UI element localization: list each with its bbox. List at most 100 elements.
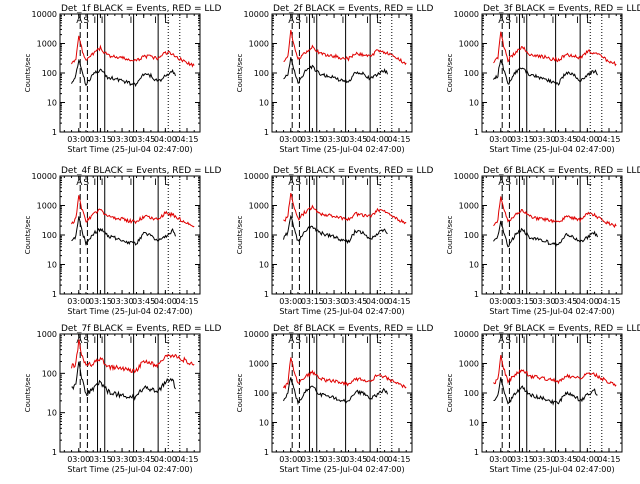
series-line-events — [71, 216, 176, 246]
y-tick-label: 1000 — [37, 330, 57, 339]
x-tick-label: 03:45 — [132, 455, 155, 464]
state-marker-label: L — [164, 16, 169, 26]
series-line-events — [283, 57, 388, 84]
state-marker-label: I — [366, 16, 369, 26]
x-axis-label: Start Time (25-Jul-04 02:47:00) — [279, 145, 404, 154]
state-marker-label: I — [576, 178, 579, 188]
state-marker-label: I — [130, 336, 133, 346]
x-tick-label: 03:45 — [344, 297, 367, 306]
y-tick-label: 1000 — [249, 40, 269, 49]
x-tick-label: 03:15 — [301, 135, 324, 144]
state-marker-label: I — [306, 336, 309, 346]
x-tick-label: 03:30 — [323, 455, 346, 464]
x-tick-label: 03:00 — [67, 297, 90, 306]
x-tick-label: 04:00 — [154, 455, 177, 464]
state-marker-label: I — [306, 178, 309, 188]
x-tick-label: 03:30 — [323, 297, 346, 306]
plot-frame — [59, 175, 201, 295]
state-marker-label: I — [130, 16, 133, 26]
plot-frame — [481, 333, 623, 453]
state-marker-label: S — [505, 336, 511, 346]
x-tick-label: 03:30 — [533, 135, 556, 144]
x-axis-label: Start Time (25-Jul-04 02:47:00) — [489, 307, 614, 316]
series-line-lld — [493, 31, 617, 67]
state-marker-label: I — [154, 178, 157, 188]
y-tick-label: 1 — [264, 448, 269, 457]
x-tick-label: 03:15 — [511, 135, 534, 144]
y-axis-label: Counts/sec — [24, 216, 32, 255]
y-tick-label: 1 — [52, 128, 57, 137]
series-line-lld — [493, 196, 617, 229]
state-marker-label: L — [164, 336, 169, 346]
x-tick-label: 03:00 — [489, 297, 512, 306]
y-tick-label: 10 — [259, 99, 269, 108]
y-tick-label: 10000 — [32, 10, 57, 19]
series-line-events — [283, 377, 388, 406]
plot-frame — [271, 175, 413, 295]
y-tick-label: 1000 — [37, 202, 57, 211]
state-marker-label: A — [498, 178, 505, 188]
state-marker-label: I — [516, 336, 519, 346]
state-marker-label: S — [83, 16, 89, 26]
x-tick-label: 03:15 — [301, 455, 324, 464]
x-tick-label: 03:30 — [111, 297, 134, 306]
series-line-lld — [283, 357, 407, 390]
x-axis-label: Start Time (25-Jul-04 02:47:00) — [279, 465, 404, 474]
plot-frame — [271, 13, 413, 133]
state-marker-label: I — [576, 16, 579, 26]
panel-title: Det_6f BLACK = Events, RED = LLD — [483, 166, 640, 176]
panel-title: Det_1f BLACK = Events, RED = LLD — [61, 4, 221, 14]
state-marker-label: L — [586, 336, 591, 346]
panel-title: Det_3f BLACK = Events, RED = LLD — [483, 4, 640, 14]
x-tick-label: 04:15 — [175, 297, 198, 306]
y-tick-label: 100 — [42, 369, 57, 378]
state-marker-label: L — [376, 336, 381, 346]
state-marker-label: I — [154, 336, 157, 346]
y-tick-label: 10 — [259, 261, 269, 270]
state-marker-label: I — [552, 336, 555, 346]
y-tick-label: 100 — [254, 231, 269, 240]
y-tick-label: 1000 — [459, 360, 479, 369]
x-tick-label: 03:30 — [533, 455, 556, 464]
series-line-lld — [283, 29, 407, 66]
state-marker-label: I — [552, 16, 555, 26]
state-marker-label: I — [94, 16, 97, 26]
state-marker-label: I — [342, 178, 345, 188]
x-tick-label: 03:00 — [279, 455, 302, 464]
x-tick-label: 03:15 — [511, 455, 534, 464]
y-axis-label: Counts/sec — [24, 374, 32, 413]
state-marker-label: I — [523, 178, 526, 188]
state-marker-label: I — [313, 336, 316, 346]
x-tick-label: 03:15 — [511, 297, 534, 306]
state-marker-label: I — [101, 178, 104, 188]
x-tick-label: 04:00 — [154, 135, 177, 144]
panel-title: Det_7f BLACK = Events, RED = LLD — [61, 324, 221, 334]
panel-title: Det_9f BLACK = Events, RED = LLD — [483, 324, 640, 334]
y-tick-label: 100 — [464, 69, 479, 78]
state-marker-label: A — [288, 16, 295, 26]
y-axis-label: Counts/sec — [24, 54, 32, 93]
y-tick-label: 10000 — [244, 172, 269, 181]
state-marker-label: L — [586, 16, 591, 26]
x-tick-label: 03:00 — [67, 455, 90, 464]
y-tick-label: 1 — [474, 128, 479, 137]
x-axis-label: Start Time (25-Jul-04 02:47:00) — [489, 465, 614, 474]
x-tick-label: 03:00 — [489, 455, 512, 464]
x-tick-label: 03:30 — [111, 135, 134, 144]
series-line-lld — [71, 35, 195, 68]
y-tick-label: 10 — [47, 261, 57, 270]
y-tick-label: 10 — [259, 419, 269, 428]
state-marker-label: I — [101, 16, 104, 26]
y-tick-label: 10000 — [454, 172, 479, 181]
x-tick-label: 04:15 — [597, 135, 620, 144]
state-marker-label: A — [76, 336, 83, 346]
y-tick-label: 100 — [464, 231, 479, 240]
state-marker-label: I — [101, 336, 104, 346]
y-axis-label: Counts/sec — [236, 216, 244, 255]
x-tick-label: 03:45 — [132, 135, 155, 144]
x-tick-label: 03:45 — [554, 135, 577, 144]
series-line-lld — [493, 355, 617, 387]
x-tick-label: 04:00 — [576, 455, 599, 464]
